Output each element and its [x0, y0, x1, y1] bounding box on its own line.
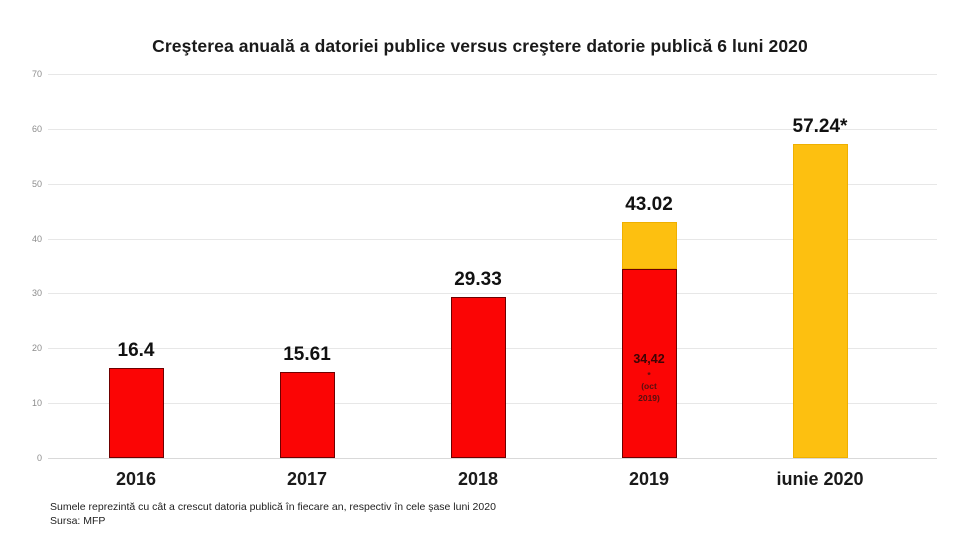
x-axis-label: 2016 [115, 469, 157, 489]
gridline [48, 74, 937, 75]
gridline [48, 458, 937, 459]
bar-segment-yellow-iunie 2020 [792, 143, 848, 458]
y-tick-label: 0 [36, 453, 42, 463]
bar-segment-red-2016 [108, 368, 164, 458]
footnote-line-2: Sursa: MFP [50, 515, 106, 528]
x-axis-label: iunie 2020 [776, 469, 864, 489]
gridline [48, 293, 937, 295]
bar-inner-label-line: 34,42 [633, 352, 665, 366]
y-tick-label: 60 [31, 123, 42, 134]
x-axis-label: 2019 [628, 469, 670, 489]
footnote: Sumele reprezintă cu cât a crescut dator… [50, 500, 496, 528]
bar-inner-label-line: (oct [641, 381, 657, 391]
bar-inner-label-line: * [647, 369, 651, 380]
y-tick-label: 20 [31, 343, 42, 354]
bar-segment-red-2018 [450, 297, 506, 458]
chart-title: Creşterea anuală a datoriei publice vers… [152, 36, 808, 56]
bar-value-label: 57.24* [792, 115, 848, 137]
bar-segment-red-2017 [279, 372, 335, 458]
bar-value-label: 43.02 [625, 194, 673, 215]
gridline [48, 128, 937, 130]
bar-inner-label-line: 2019) [638, 392, 660, 403]
y-tick-label: 50 [31, 178, 42, 189]
y-tick-label: 40 [31, 233, 42, 244]
bar-value-label: 16.4 [117, 340, 155, 362]
footnote-line-1: Sumele reprezintă cu cât a crescut dator… [50, 501, 496, 513]
y-tick-label: 10 [31, 398, 42, 409]
bar-segment-yellow-2019 [621, 222, 677, 270]
bar-inner-label: 34,42 * (oct 2019) [609, 353, 689, 402]
x-axis-label: 2018 [457, 469, 499, 489]
bar-value-label: 15.61 [283, 344, 331, 366]
y-tick-label: 30 [31, 288, 42, 299]
y-tick-label: 70 [31, 69, 42, 79]
gridline [48, 238, 937, 240]
bar-segment-red-2019 [621, 269, 677, 458]
x-axis-label: 2017 [286, 469, 328, 489]
gridline [48, 183, 937, 185]
bar-value-label: 29.33 [454, 269, 502, 291]
